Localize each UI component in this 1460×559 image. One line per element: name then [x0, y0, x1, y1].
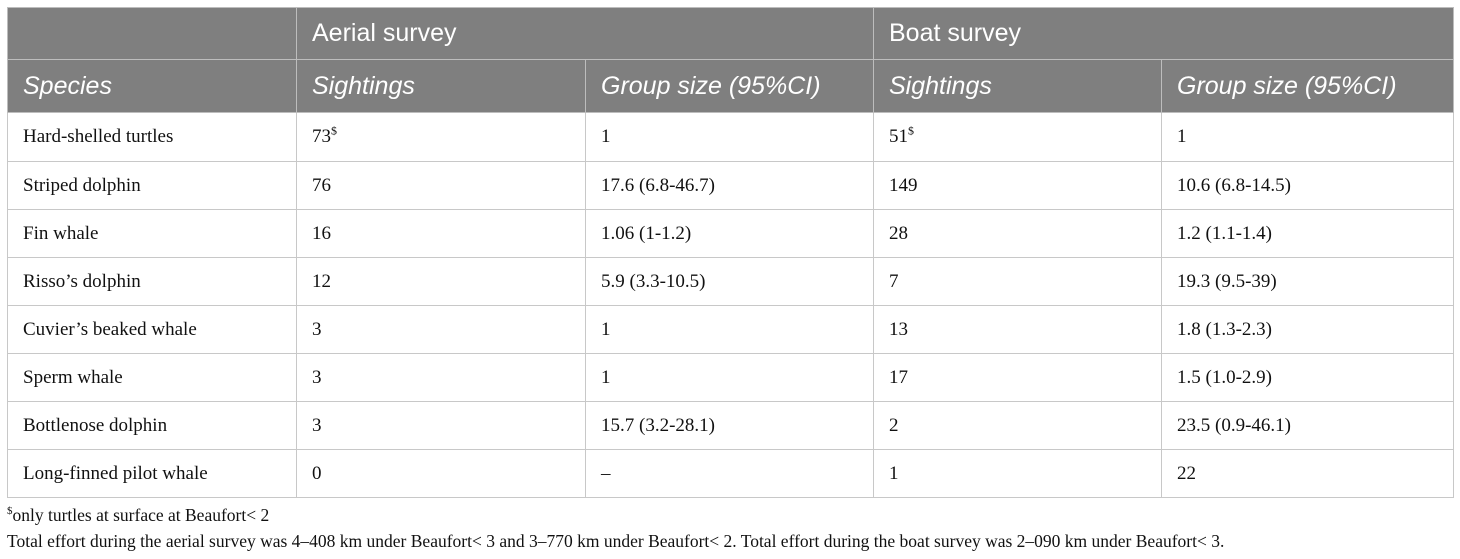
cell-species: Sperm whale — [7, 353, 297, 402]
cell-aerial-sightings: 16 — [296, 209, 586, 258]
cell-boat-group-size: 1.8 (1.3-2.3) — [1160, 305, 1455, 354]
column-header-aerial-sightings: Sightings — [296, 59, 586, 113]
cell-species: Long-finned pilot whale — [7, 449, 297, 498]
table-row: Cuvier’s beaked whale 3 1 13 1.8 (1.3-2.… — [7, 305, 1455, 354]
cell-aerial-group-size: 17.6 (6.8-46.7) — [585, 161, 874, 210]
table-row: Risso’s dolphin 12 5.9 (3.3-10.5) 7 19.3… — [7, 257, 1455, 306]
cell-value: 1 — [889, 462, 899, 484]
cell-value: 28 — [889, 222, 908, 244]
cell-aerial-group-size: – — [585, 449, 874, 498]
cell-boat-group-size: 23.5 (0.9-46.1) — [1160, 401, 1455, 450]
cell-aerial-sightings: 76 — [296, 161, 586, 210]
cell-boat-sightings: 17 — [873, 353, 1162, 402]
cell-aerial-sightings: 73$ — [296, 112, 586, 162]
table-row: Bottlenose dolphin 3 15.7 (3.2-28.1) 2 2… — [7, 401, 1455, 450]
cell-aerial-sightings: 3 — [296, 305, 586, 354]
cell-boat-sightings: 7 — [873, 257, 1162, 306]
cell-value: 12 — [312, 270, 331, 292]
table-row: Long-finned pilot whale 0 – 1 22 — [7, 449, 1455, 498]
group-header-row: Aerial survey Boat survey — [7, 7, 1455, 60]
group-header-aerial-survey: Aerial survey — [296, 7, 874, 60]
cell-species: Bottlenose dolphin — [7, 401, 297, 450]
cell-value: 51 — [889, 126, 908, 147]
cell-boat-group-size: 1.5 (1.0-2.9) — [1160, 353, 1455, 402]
column-header-boat-sightings: Sightings — [873, 59, 1162, 113]
cell-boat-sightings: 51$ — [873, 112, 1162, 162]
cell-value: 149 — [889, 174, 918, 196]
cell-aerial-group-size: 5.9 (3.3-10.5) — [585, 257, 874, 306]
cell-aerial-sightings: 0 — [296, 449, 586, 498]
group-header-empty — [7, 7, 297, 60]
cell-value: 73 — [312, 126, 331, 147]
species-sightings-table: Aerial survey Boat survey Species Sighti… — [7, 7, 1455, 498]
footnote-total-effort: Total effort during the aerial survey wa… — [7, 531, 1225, 551]
cell-value: 0 — [312, 462, 322, 484]
cell-species: Striped dolphin — [7, 161, 297, 210]
cell-aerial-group-size: 15.7 (3.2-28.1) — [585, 401, 874, 450]
cell-boat-group-size: 1 — [1160, 112, 1455, 162]
footnote-surface-turtles: $only turtles at surface at Beaufort< 2 — [7, 502, 1224, 528]
cell-boat-group-size: 10.6 (6.8-14.5) — [1160, 161, 1455, 210]
cell-value: 7 — [889, 270, 899, 292]
cell-value: 13 — [889, 318, 908, 340]
footnote-text: only turtles at surface at Beaufort< 2 — [12, 505, 270, 525]
cell-boat-sightings: 2 — [873, 401, 1162, 450]
group-header-boat-survey: Boat survey — [872, 7, 1455, 60]
cell-aerial-sightings: 12 — [296, 257, 586, 306]
table-row: Fin whale 16 1.06 (1-1.2) 28 1.2 (1.1-1.… — [7, 209, 1455, 258]
footnote-mark: $ — [331, 123, 337, 138]
cell-species: Hard-shelled turtles — [7, 112, 297, 162]
cell-value: 3 — [312, 318, 322, 340]
column-header-species: Species — [7, 59, 297, 113]
footnote-mark: $ — [908, 123, 914, 138]
table-row: Striped dolphin 76 17.6 (6.8-46.7) 149 1… — [7, 161, 1455, 210]
cell-aerial-group-size: 1.06 (1-1.2) — [585, 209, 874, 258]
cell-boat-sightings: 28 — [873, 209, 1162, 258]
footnote-symbol: $ — [7, 505, 13, 518]
cell-value: 16 — [312, 222, 331, 244]
cell-aerial-group-size: 1 — [585, 353, 874, 402]
table-footnotes: $only turtles at surface at Beaufort< 2 … — [7, 502, 1224, 554]
cell-value: 3 — [312, 414, 322, 436]
cell-boat-group-size: 22 — [1160, 449, 1455, 498]
cell-value: 3 — [312, 366, 322, 388]
cell-species: Fin whale — [7, 209, 297, 258]
cell-aerial-group-size: 1 — [585, 112, 874, 162]
cell-boat-sightings: 1 — [873, 449, 1162, 498]
column-header-row: Species Sightings Group size (95%CI) Sig… — [7, 59, 1455, 113]
table-row: Hard-shelled turtles 73$ 1 51$ 1 — [7, 112, 1455, 162]
cell-value: 2 — [889, 414, 899, 436]
cell-boat-group-size: 19.3 (9.5-39) — [1160, 257, 1455, 306]
table-row: Sperm whale 3 1 17 1.5 (1.0-2.9) — [7, 353, 1455, 402]
cell-value: 17 — [889, 366, 908, 388]
cell-aerial-sightings: 3 — [296, 401, 586, 450]
cell-boat-sightings: 13 — [873, 305, 1162, 354]
column-header-boat-group-size: Group size (95%CI) — [1160, 59, 1455, 113]
cell-aerial-group-size: 1 — [585, 305, 874, 354]
column-header-aerial-group-size: Group size (95%CI) — [585, 59, 874, 113]
cell-boat-group-size: 1.2 (1.1-1.4) — [1160, 209, 1455, 258]
cell-boat-sightings: 149 — [873, 161, 1162, 210]
cell-aerial-sightings: 3 — [296, 353, 586, 402]
cell-species: Cuvier’s beaked whale — [7, 305, 297, 354]
cell-value: 76 — [312, 174, 331, 196]
cell-species: Risso’s dolphin — [7, 257, 297, 306]
